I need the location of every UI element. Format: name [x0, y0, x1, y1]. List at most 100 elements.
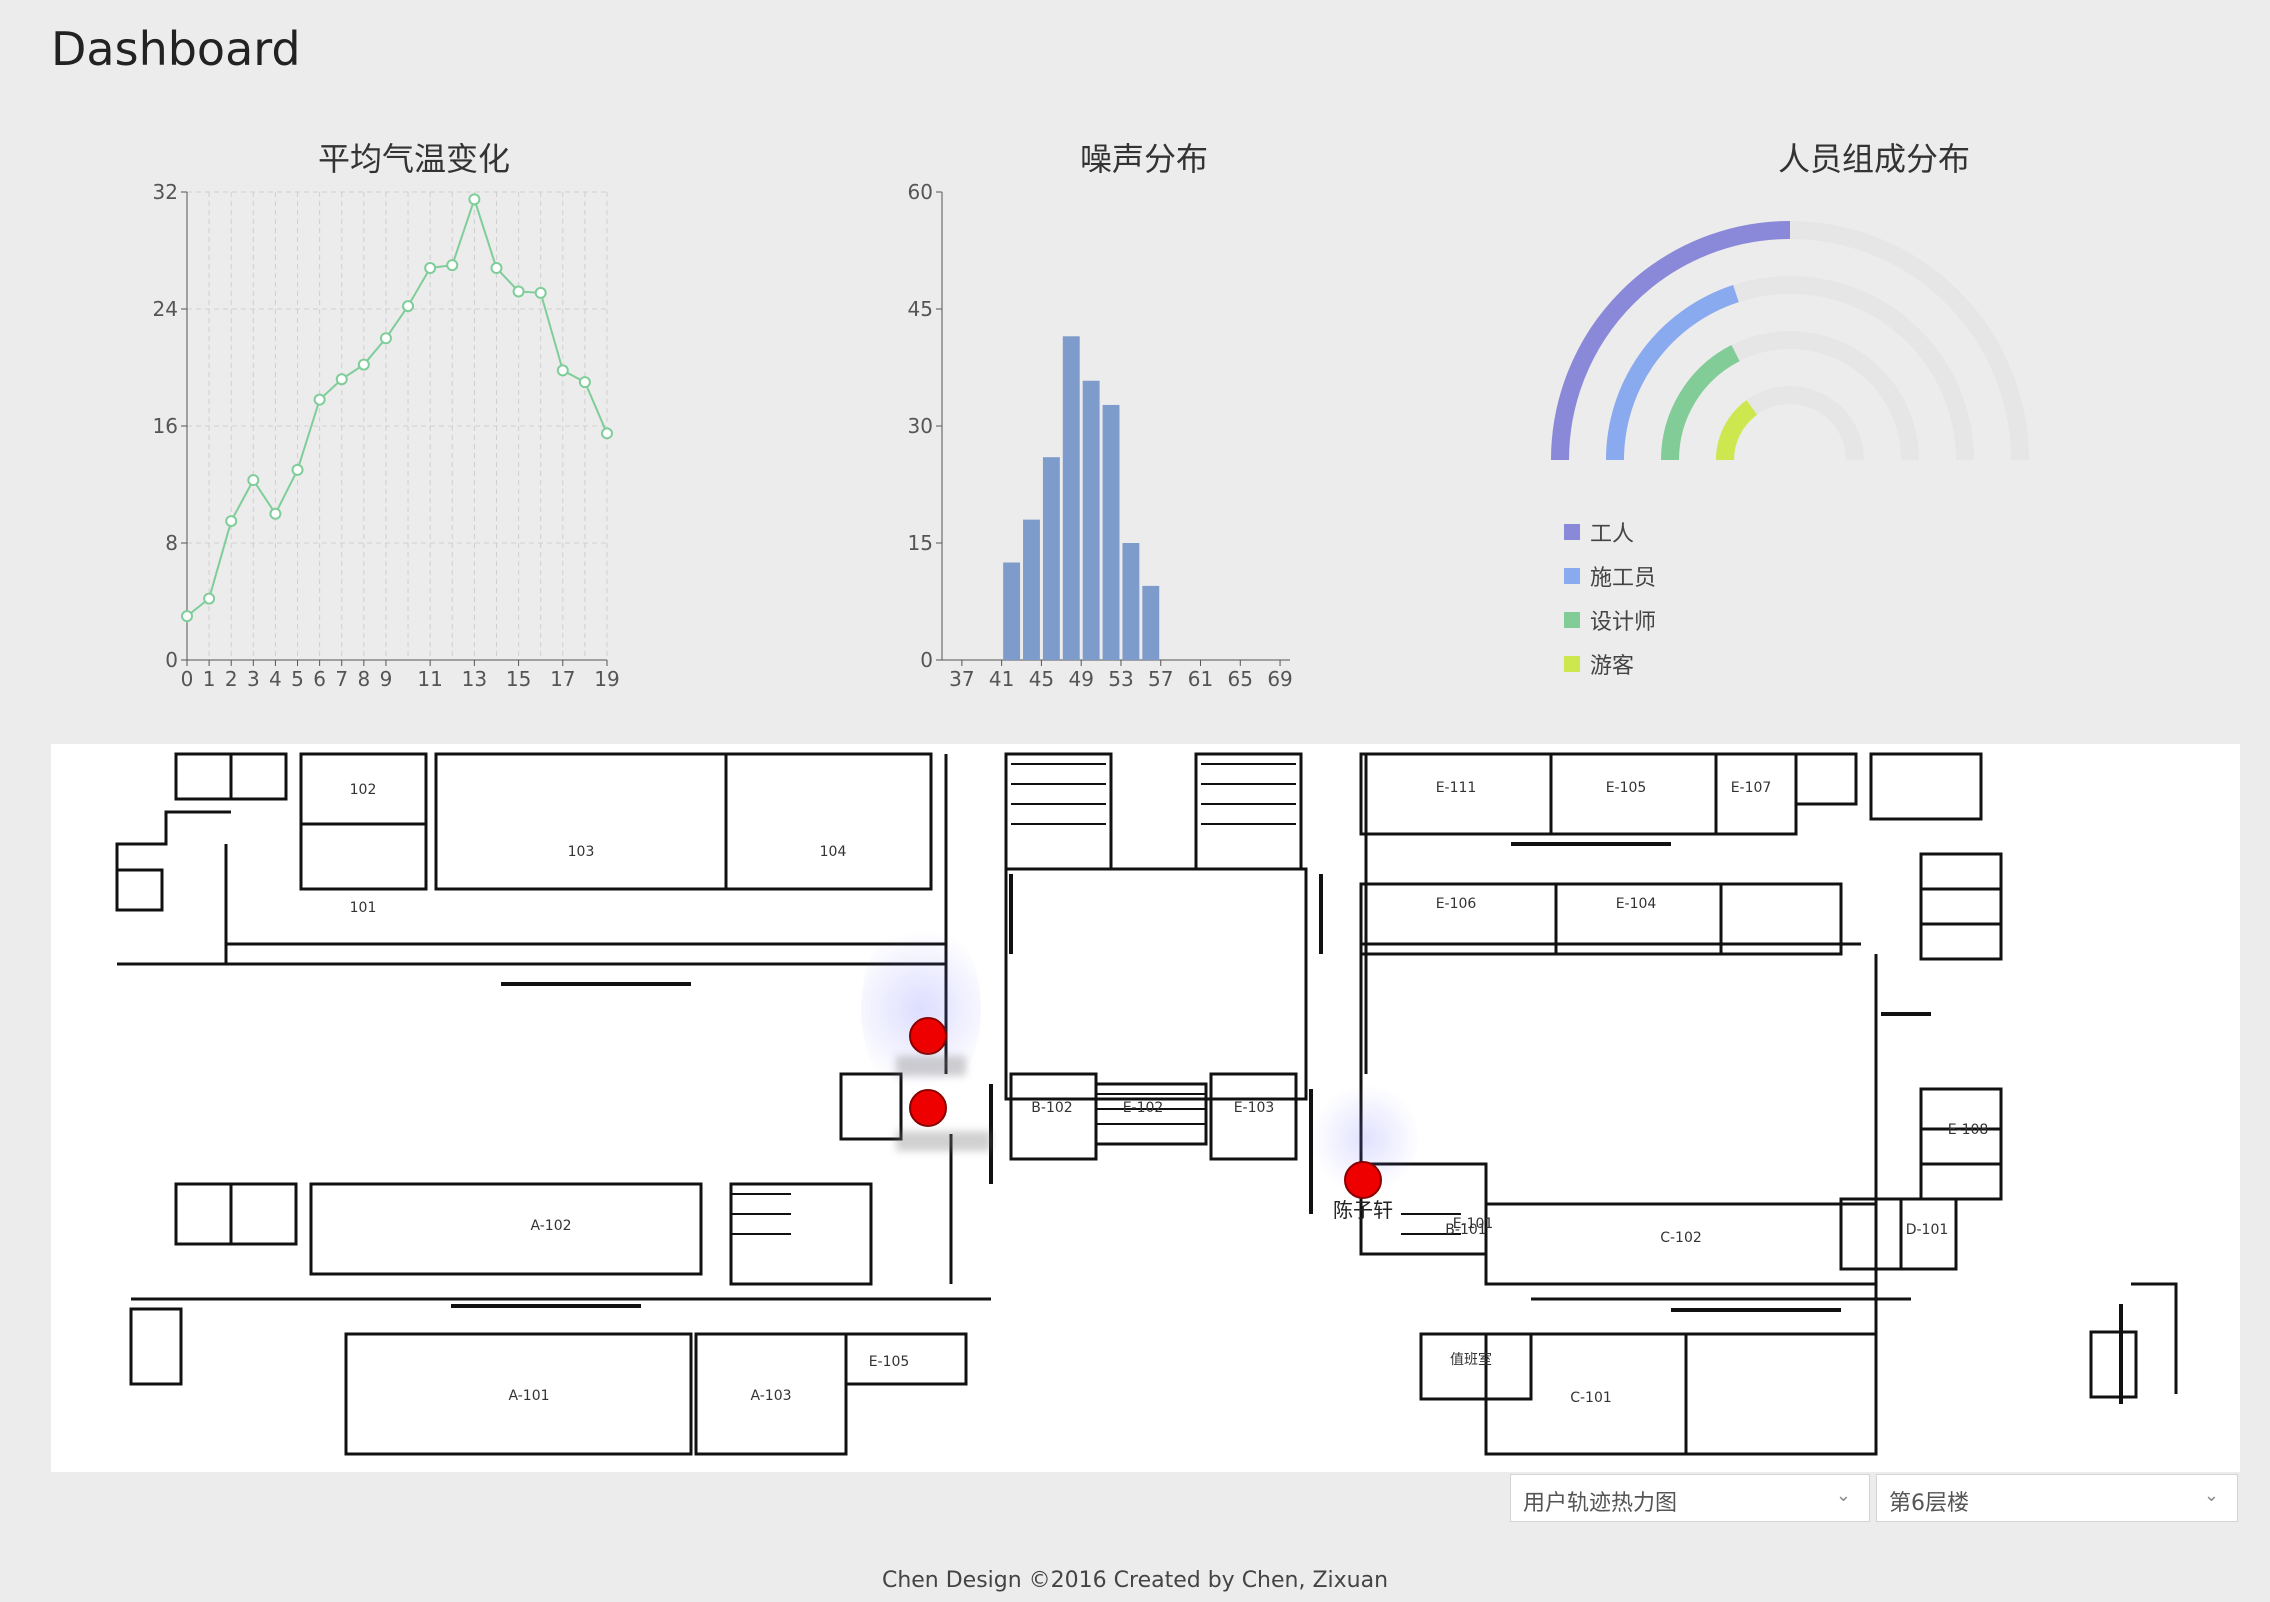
data-point — [379, 332, 392, 345]
legend-item[interactable]: 工人 — [1564, 510, 1656, 554]
x-tick-label: 13 — [462, 667, 487, 691]
data-point — [313, 393, 326, 406]
room-label: C-101 — [1570, 1390, 1612, 1406]
data-point — [512, 285, 525, 298]
noise-bar — [1003, 562, 1021, 660]
x-tick-label: 69 — [1267, 667, 1292, 691]
legend-label: 工人 — [1590, 522, 1635, 547]
room-label: D-101 — [1906, 1222, 1949, 1238]
arc-segment — [1606, 285, 1739, 461]
data-point — [534, 286, 547, 299]
arc-segment — [1661, 345, 1740, 461]
room-label: A-102 — [530, 1218, 571, 1234]
room-label: 101 — [350, 900, 377, 916]
legend-label: 施工员 — [1590, 566, 1657, 591]
x-tick-label: 49 — [1068, 667, 1093, 691]
data-point — [357, 358, 370, 371]
room-label: 104 — [820, 844, 847, 860]
arc-segment — [1716, 400, 1758, 461]
y-tick-label: 0 — [165, 648, 178, 672]
heatmap-mode-select[interactable]: 用户轨迹热力图 ⌄ — [1510, 1474, 1870, 1522]
legend-item[interactable]: 游客 — [1564, 642, 1656, 686]
marker-label: 陈子轩 — [1333, 1198, 1393, 1222]
x-tick-label: 57 — [1148, 667, 1173, 691]
noise-bar — [1042, 457, 1060, 660]
data-point — [402, 300, 415, 313]
legend-item[interactable]: 施工员 — [1564, 554, 1656, 598]
x-tick-label: 7 — [335, 667, 348, 691]
data-point — [578, 376, 591, 389]
location-marker[interactable] — [909, 1017, 947, 1055]
x-tick-label: 9 — [380, 667, 393, 691]
y-tick-label: 15 — [908, 531, 933, 555]
personnel-legend: 工人施工员设计师 游客 — [1564, 510, 1656, 686]
room-label: E-102 — [1123, 1100, 1164, 1116]
x-tick-label: 61 — [1188, 667, 1213, 691]
noise-bar — [1122, 543, 1140, 660]
heat-spot — [861, 914, 981, 1104]
floor-plan-map[interactable]: 102 103 104 101 E-111 E-105 E-107 E-106 E-104 E-1… — [51, 744, 2240, 1472]
y-tick-label: 0 — [920, 648, 933, 672]
chevron-down-icon: ⌄ — [1835, 1485, 1851, 1506]
room-label: A-103 — [750, 1388, 791, 1404]
legend-swatch — [1564, 524, 1580, 540]
x-tick-label: 4 — [269, 667, 282, 691]
room-label: E-105 — [869, 1354, 910, 1370]
noise-bar — [1023, 519, 1040, 660]
room-label: A-101 — [508, 1388, 549, 1404]
x-tick-label: 1 — [203, 667, 216, 691]
room-label: B-102 — [1031, 1100, 1072, 1116]
x-tick-label: 17 — [550, 667, 575, 691]
room-label: 值班室 — [1450, 1351, 1492, 1368]
room-label: E-104 — [1616, 896, 1657, 912]
y-tick-label: 16 — [153, 414, 178, 438]
location-marker[interactable] — [1344, 1161, 1382, 1199]
floor-select[interactable]: 第6层楼 ⌄ — [1876, 1474, 2238, 1522]
floor-plan-drawing: 102 103 104 101 E-111 E-105 E-107 E-106 E-104 E-1… — [115, 752, 2178, 1456]
x-tick-label: 15 — [506, 667, 531, 691]
room-label: E-111 — [1436, 780, 1477, 796]
data-point — [247, 474, 260, 487]
x-tick-label: 3 — [247, 667, 260, 691]
x-tick-label: 11 — [417, 667, 442, 691]
footer-credit: Chen Design ©2016 Created by Chen, Zixua… — [881, 1568, 1389, 1593]
noise-bar — [1142, 585, 1160, 660]
chevron-down-icon: ⌄ — [2203, 1485, 2219, 1506]
room-label: E-108 — [1948, 1122, 1989, 1138]
data-point — [490, 262, 503, 275]
noise-bar-chart: 0 15 30 45 60 37 41 45 49 53 57 61 65 69 — [908, 180, 1293, 691]
x-tick-label: 65 — [1228, 667, 1253, 691]
data-point — [424, 262, 437, 275]
data-point — [203, 592, 216, 605]
x-tick-label: 5 — [291, 667, 304, 691]
data-point — [291, 463, 304, 476]
location-marker[interactable] — [909, 1089, 947, 1127]
marker-label-blurred — [896, 1056, 966, 1076]
data-point — [446, 259, 459, 272]
heatmap-mode-value: 用户轨迹热力图 — [1523, 1491, 1678, 1516]
noise-chart-title: 噪声分布 — [1079, 140, 1208, 178]
legend-item[interactable]: 设计师 — [1564, 598, 1656, 642]
room-label: E-105 — [1606, 780, 1647, 796]
page-title: Dashboard — [51, 22, 301, 76]
temperature-chart-title: 平均气温变化 — [317, 140, 510, 178]
room-label: C-102 — [1660, 1230, 1702, 1246]
y-tick-label: 24 — [153, 297, 178, 321]
y-tick-label: 45 — [908, 297, 933, 321]
data-point — [181, 610, 193, 623]
data-point — [556, 364, 569, 377]
x-tick-label: 19 — [594, 667, 619, 691]
legend-swatch — [1564, 612, 1580, 628]
noise-bar — [1082, 380, 1100, 660]
noise-bar — [1102, 404, 1120, 660]
room-label: E-106 — [1436, 896, 1477, 912]
personnel-chart-title: 人员组成分布 — [1777, 140, 1970, 178]
personnel-radial-chart — [1551, 221, 2029, 461]
room-label: 102 — [350, 782, 377, 798]
data-point — [335, 373, 348, 386]
noise-bar — [1062, 336, 1080, 660]
floor-select-value: 第6层楼 — [1889, 1491, 1969, 1516]
data-point — [601, 427, 613, 440]
x-tick-label: 45 — [1029, 667, 1054, 691]
legend-swatch — [1564, 568, 1580, 584]
